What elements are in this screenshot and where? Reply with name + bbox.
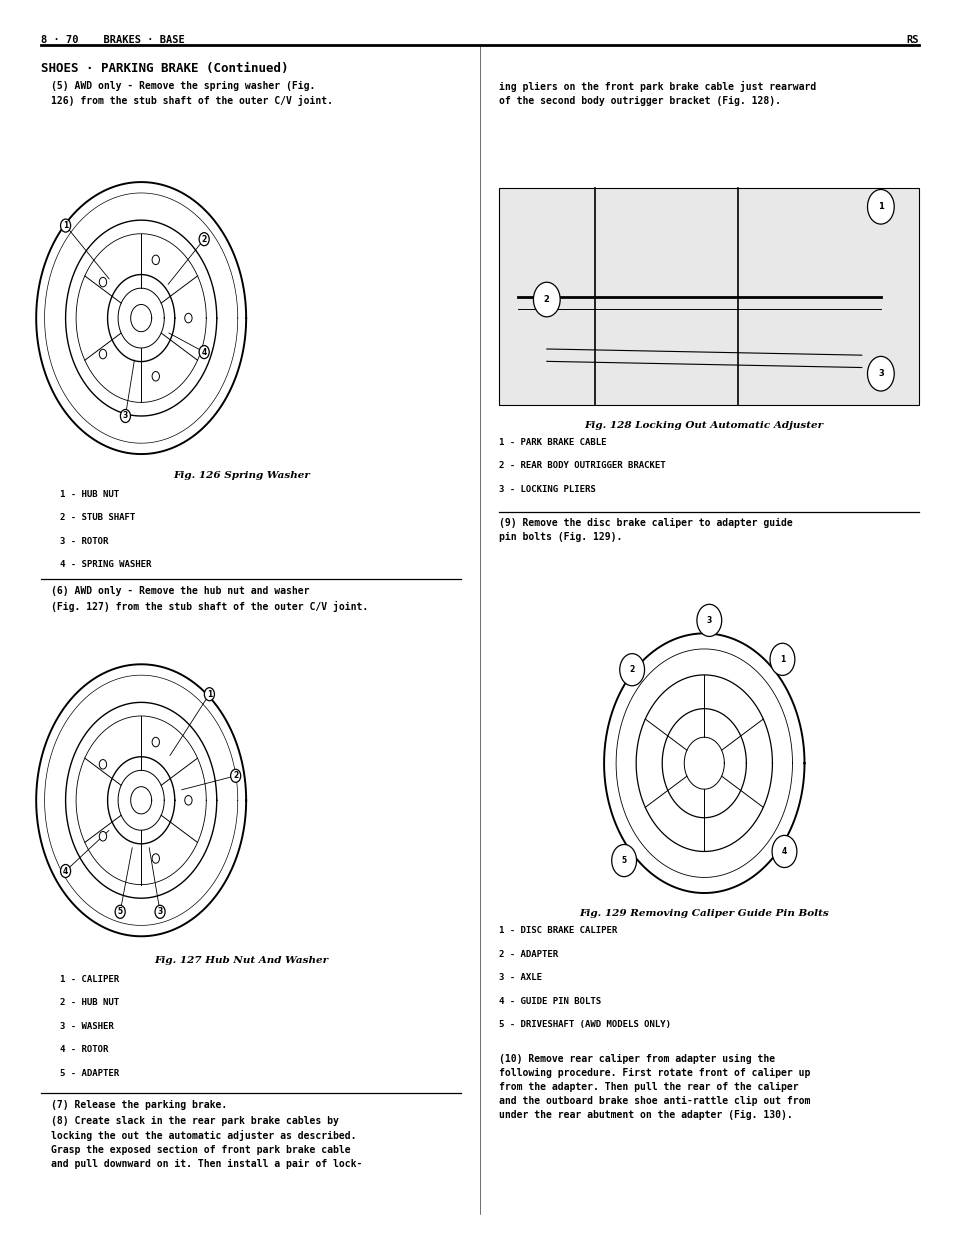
Text: 5: 5	[118, 908, 123, 917]
Text: ing pliers on the front park brake cable just rearward
of the second body outrig: ing pliers on the front park brake cable…	[499, 81, 816, 106]
Text: 3: 3	[123, 411, 128, 421]
Circle shape	[120, 410, 131, 422]
Text: (10) Remove rear caliper from adapter using the
following procedure. First rotat: (10) Remove rear caliper from adapter us…	[499, 1053, 810, 1120]
Text: 3 - AXLE: 3 - AXLE	[499, 974, 542, 982]
Text: 5 - ADAPTER: 5 - ADAPTER	[60, 1068, 119, 1078]
Text: (6) AWD only - Remove the hub nut and washer
(Fig. 127) from the stub shaft of t: (6) AWD only - Remove the hub nut and wa…	[51, 586, 368, 612]
Circle shape	[99, 277, 107, 287]
Text: 2 - REAR BODY OUTRIGGER BRACKET: 2 - REAR BODY OUTRIGGER BRACKET	[499, 462, 665, 471]
Circle shape	[612, 845, 636, 877]
Text: 3 - ROTOR: 3 - ROTOR	[60, 537, 108, 546]
Circle shape	[152, 255, 159, 265]
Text: 2: 2	[544, 296, 550, 304]
Text: 8 · 70    BRAKES · BASE: 8 · 70 BRAKES · BASE	[41, 35, 184, 45]
Text: 3: 3	[878, 369, 884, 379]
Circle shape	[152, 371, 159, 381]
Circle shape	[152, 738, 159, 746]
Circle shape	[152, 853, 159, 863]
Text: 3 - LOCKING PLIERS: 3 - LOCKING PLIERS	[499, 484, 596, 494]
Text: Fig. 126 Spring Washer: Fig. 126 Spring Washer	[173, 472, 310, 481]
Circle shape	[697, 605, 722, 636]
Circle shape	[868, 356, 894, 391]
Circle shape	[99, 349, 107, 359]
Circle shape	[155, 905, 165, 918]
Circle shape	[770, 643, 795, 676]
Text: 4: 4	[781, 847, 787, 856]
Text: (8) Create slack in the rear park brake cables by
locking the out the automatic : (8) Create slack in the rear park brake …	[51, 1115, 362, 1169]
Circle shape	[230, 769, 241, 782]
Text: (9) Remove the disc brake caliper to adapter guide
pin bolts (Fig. 129).: (9) Remove the disc brake caliper to ada…	[499, 518, 793, 543]
Circle shape	[620, 653, 644, 686]
Circle shape	[115, 905, 125, 918]
Text: 2 - ADAPTER: 2 - ADAPTER	[499, 950, 558, 959]
Circle shape	[60, 219, 71, 232]
Circle shape	[99, 831, 107, 841]
Text: 2 - STUB SHAFT: 2 - STUB SHAFT	[60, 513, 135, 523]
Circle shape	[534, 282, 561, 317]
Text: 4 - SPRING WASHER: 4 - SPRING WASHER	[60, 560, 152, 569]
Text: 3: 3	[707, 616, 712, 625]
Bar	[499, 189, 919, 405]
Text: 2: 2	[630, 666, 635, 674]
Text: 1: 1	[780, 655, 785, 663]
Circle shape	[184, 313, 192, 323]
Text: 5: 5	[621, 856, 627, 866]
Text: 2 - HUB NUT: 2 - HUB NUT	[60, 999, 119, 1007]
Text: 2: 2	[233, 771, 238, 780]
Text: 1: 1	[63, 221, 68, 230]
Text: SHOES · PARKING BRAKE (Continued): SHOES · PARKING BRAKE (Continued)	[41, 62, 288, 75]
Text: 1 - CALIPER: 1 - CALIPER	[60, 975, 119, 984]
Text: RS: RS	[906, 35, 919, 45]
Text: 3 - WASHER: 3 - WASHER	[60, 1022, 114, 1031]
Text: 1: 1	[878, 202, 884, 211]
Circle shape	[868, 190, 894, 224]
Text: 2: 2	[202, 235, 206, 243]
Circle shape	[199, 345, 209, 359]
Text: 4 - ROTOR: 4 - ROTOR	[60, 1045, 108, 1054]
Text: 1 - HUB NUT: 1 - HUB NUT	[60, 489, 119, 499]
Text: 3: 3	[157, 908, 162, 917]
Text: 1 - DISC BRAKE CALIPER: 1 - DISC BRAKE CALIPER	[499, 927, 617, 935]
Text: 1 - PARK BRAKE CABLE: 1 - PARK BRAKE CABLE	[499, 438, 607, 447]
Text: Fig. 128 Locking Out Automatic Adjuster: Fig. 128 Locking Out Automatic Adjuster	[585, 421, 824, 430]
Text: (5) AWD only - Remove the spring washer (Fig.
126) from the stub shaft of the ou: (5) AWD only - Remove the spring washer …	[51, 81, 332, 107]
Text: 4: 4	[202, 348, 206, 356]
Circle shape	[204, 688, 214, 700]
Text: Fig. 129 Removing Caliper Guide Pin Bolts: Fig. 129 Removing Caliper Guide Pin Bolt…	[580, 909, 829, 918]
Circle shape	[99, 760, 107, 769]
Text: Fig. 127 Hub Nut And Washer: Fig. 127 Hub Nut And Washer	[155, 956, 328, 965]
Circle shape	[199, 232, 209, 246]
Text: 4: 4	[63, 867, 68, 876]
Circle shape	[184, 796, 192, 805]
Circle shape	[772, 836, 797, 868]
Text: 1: 1	[206, 689, 212, 699]
Circle shape	[60, 864, 71, 878]
Text: (7) Release the parking brake.: (7) Release the parking brake.	[51, 1099, 227, 1109]
Text: 4 - GUIDE PIN BOLTS: 4 - GUIDE PIN BOLTS	[499, 997, 601, 1006]
Text: 5 - DRIVESHAFT (AWD MODELS ONLY): 5 - DRIVESHAFT (AWD MODELS ONLY)	[499, 1021, 671, 1030]
